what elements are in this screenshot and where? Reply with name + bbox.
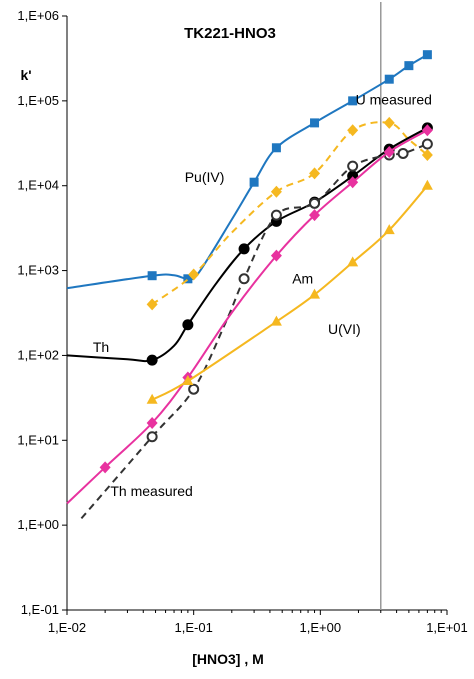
series-th <box>66 122 433 366</box>
data-point <box>309 209 321 222</box>
y-tick-label: 1,E+03 <box>17 263 59 278</box>
series-am <box>66 124 433 505</box>
series-annotation: Th measured <box>110 483 192 499</box>
data-point <box>309 167 321 180</box>
axes: 1,E-01 1,E+00 1,E+01 1,E+02 1,E+03 1,E+04 1,E+… <box>17 2 468 635</box>
data-point <box>383 116 395 129</box>
series-line-th-measured <box>80 143 428 520</box>
series-u-vi <box>146 179 433 404</box>
x-tick-label: 1,E+01 <box>426 620 468 635</box>
data-point <box>404 61 414 71</box>
series-u-measured <box>66 50 432 290</box>
data-point <box>270 249 282 262</box>
series-pu-iv <box>146 116 433 311</box>
data-point <box>146 393 158 404</box>
data-point <box>421 124 433 137</box>
y-tick-label: 1,E+01 <box>17 432 59 447</box>
data-point <box>238 243 250 255</box>
data-point <box>421 138 433 150</box>
series-annotation: U measured <box>356 92 432 108</box>
data-point <box>271 143 281 153</box>
series-line-u-vi <box>151 185 429 401</box>
data-point <box>270 209 282 221</box>
data-point <box>188 383 200 395</box>
data-point <box>397 147 409 159</box>
data-point <box>238 273 250 285</box>
y-tick-label: 1,E+02 <box>17 347 59 362</box>
x-tick-label: 1,E-02 <box>48 620 86 635</box>
data-point <box>270 315 282 326</box>
data-point <box>146 416 158 429</box>
data-point <box>383 224 395 235</box>
x-tick-label: 1,E+00 <box>300 620 342 635</box>
data-point <box>421 179 433 190</box>
chart-title: TK221-HNO3 <box>184 25 276 42</box>
y-tick-label: 1,E+05 <box>17 93 59 108</box>
data-point <box>309 288 321 299</box>
data-point <box>146 298 158 311</box>
data-point <box>188 268 200 281</box>
y-axis-title: k' <box>20 67 31 83</box>
series-annotation: Pu(IV) <box>185 169 225 185</box>
annotations-group: U measured Pu(IV) Am U(VI) Th Th measured <box>93 92 432 499</box>
y-tick-label: 1,E+06 <box>17 8 59 23</box>
series-annotation: U(VI) <box>328 321 361 337</box>
data-point <box>249 177 259 187</box>
data-point <box>147 271 157 281</box>
x-axis-title: [HNO3] , M <box>192 651 264 667</box>
data-point <box>348 96 358 106</box>
data-point <box>347 160 359 172</box>
data-point <box>384 74 394 84</box>
data-point <box>146 354 158 366</box>
data-point <box>347 124 359 137</box>
series-group <box>66 50 433 520</box>
y-tick-label: 1,E+00 <box>17 517 59 532</box>
series-annotation: Am <box>292 271 313 287</box>
series-line-am <box>66 129 428 505</box>
data-point <box>309 197 321 209</box>
data-point <box>347 256 359 267</box>
data-point <box>182 319 194 331</box>
x-tick-label: 1,E-01 <box>175 620 213 635</box>
data-point <box>383 145 395 158</box>
data-point <box>347 176 359 189</box>
data-point <box>422 50 432 60</box>
data-point <box>310 118 320 128</box>
data-point <box>183 274 193 284</box>
y-tick-label: 1,E+04 <box>17 178 59 193</box>
series-th-measured <box>80 138 433 520</box>
y-tick-label: 1,E-01 <box>21 602 59 617</box>
series-annotation: Th <box>93 339 109 355</box>
data-point <box>182 374 194 385</box>
data-point <box>146 431 158 443</box>
data-point <box>99 461 111 474</box>
data-point <box>270 185 282 198</box>
data-point <box>421 149 433 162</box>
